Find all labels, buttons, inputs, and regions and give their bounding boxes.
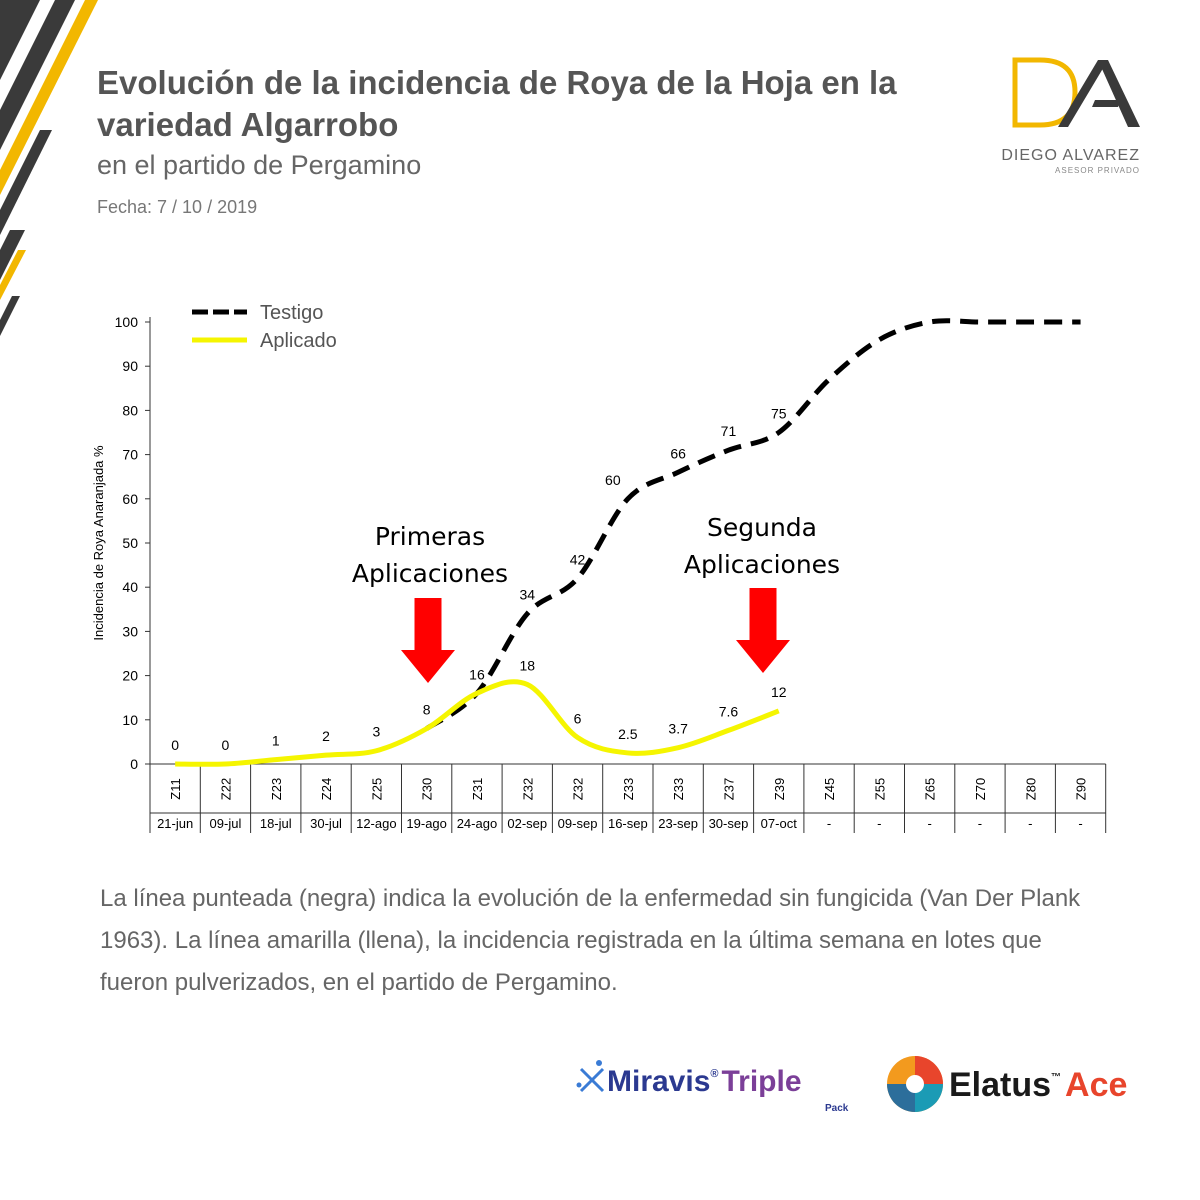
elatus-wheel-icon bbox=[887, 1056, 943, 1112]
x-date-label: 24-ago bbox=[457, 816, 497, 831]
y-tick-label: 70 bbox=[122, 447, 138, 463]
y-tick-label: 10 bbox=[122, 712, 138, 728]
annotation-text: Segunda bbox=[707, 513, 817, 542]
page-subtitle: en el partido de Pergamino bbox=[97, 150, 422, 180]
y-tick-label: 100 bbox=[115, 314, 139, 330]
x-tick-label: Z37 bbox=[721, 778, 736, 800]
x-tick-label: Z45 bbox=[822, 778, 837, 800]
x-tick-label: Z80 bbox=[1023, 778, 1038, 800]
x-date-label: 16-sep bbox=[608, 816, 648, 831]
miravis-star-icon bbox=[579, 1067, 605, 1093]
red-arrow-icon bbox=[736, 588, 790, 673]
x-tick-label: Z65 bbox=[923, 778, 938, 800]
x-date-label: 18-jul bbox=[260, 816, 292, 831]
data-label: 42 bbox=[570, 551, 586, 567]
data-label: 0 bbox=[222, 737, 230, 753]
x-tick-label: Z11 bbox=[168, 778, 183, 799]
x-date-label: 09-sep bbox=[558, 816, 598, 831]
elatus-ace-logo: Elatus™ Ace bbox=[887, 1056, 1127, 1112]
page-title: Evolución de la incidencia de Roya de la… bbox=[97, 64, 897, 143]
annotation-text: Aplicaciones bbox=[352, 559, 508, 588]
data-label: 75 bbox=[771, 406, 787, 422]
data-label: 66 bbox=[670, 445, 686, 461]
data-label: 2.5 bbox=[618, 726, 638, 742]
elatus-name: Elatus™ Ace bbox=[949, 1066, 1127, 1104]
legend-label-testigo: Testigo bbox=[260, 302, 323, 324]
y-tick-label: 20 bbox=[122, 668, 138, 684]
x-date-label: - bbox=[827, 816, 831, 831]
x-date-label: 21-jun bbox=[157, 816, 193, 831]
y-tick-label: 90 bbox=[122, 358, 138, 374]
logo-name: DIEGO ALVAREZ bbox=[1001, 147, 1140, 164]
y-tick-label: 40 bbox=[122, 579, 138, 595]
x-date-label: 30-jul bbox=[310, 816, 342, 831]
x-tick-label: Z39 bbox=[772, 778, 787, 800]
data-label: 0 bbox=[171, 737, 179, 753]
x-tick-label: Z30 bbox=[420, 778, 435, 800]
x-tick-label: Z55 bbox=[872, 778, 887, 800]
data-label: 1 bbox=[272, 733, 280, 749]
corner-stripes-decoration bbox=[0, 0, 98, 336]
chart-caption: La línea punteada (negra) indica la evol… bbox=[100, 885, 1081, 996]
x-tick-label: Z33 bbox=[671, 778, 686, 800]
x-date-label: 02-sep bbox=[507, 816, 547, 831]
x-date-label: - bbox=[877, 816, 881, 831]
data-label: 60 bbox=[605, 472, 621, 488]
x-date-label: 09-jul bbox=[210, 816, 242, 831]
y-tick-label: 0 bbox=[130, 756, 138, 772]
data-label: 34 bbox=[519, 587, 535, 603]
x-date-label: - bbox=[927, 816, 931, 831]
data-label: 12 bbox=[771, 684, 787, 700]
data-label: 2 bbox=[322, 728, 330, 744]
y-tick-label: 80 bbox=[122, 402, 138, 418]
y-tick-label: 60 bbox=[122, 491, 138, 507]
x-date-label: 19-ago bbox=[406, 816, 446, 831]
x-tick-label: Z31 bbox=[470, 778, 485, 800]
miravis-name: Miravis® Triple bbox=[607, 1065, 802, 1098]
data-label: 18 bbox=[519, 657, 535, 673]
x-date-label: - bbox=[978, 816, 982, 831]
x-date-label: 12-ago bbox=[356, 816, 396, 831]
data-label: 7.6 bbox=[719, 703, 739, 719]
annotation-text: Primeras bbox=[375, 522, 485, 551]
data-label: 16 bbox=[469, 666, 485, 682]
data-label: 8 bbox=[423, 702, 431, 718]
x-date-label: - bbox=[1028, 816, 1032, 831]
x-tick-label: Z32 bbox=[520, 778, 535, 800]
y-tick-label: 50 bbox=[122, 535, 138, 551]
y-axis-label: Incidencia de Roya Anaranjada % bbox=[91, 445, 106, 641]
series-line-aplicado bbox=[175, 679, 780, 767]
legend-label-aplicado: Aplicado bbox=[260, 330, 337, 352]
x-tick-label: Z90 bbox=[1074, 778, 1089, 800]
x-tick-label: Z33 bbox=[621, 778, 636, 800]
data-label: 3.7 bbox=[668, 721, 688, 737]
x-tick-label: Z23 bbox=[269, 778, 284, 800]
report-date: Fecha: 7 / 10 / 2019 bbox=[97, 197, 258, 217]
x-date-label: 07-oct bbox=[761, 816, 798, 831]
logo-tagline: ASESOR PRIVADO bbox=[1055, 166, 1140, 175]
x-tick-label: Z70 bbox=[973, 778, 988, 800]
red-arrow-icon bbox=[401, 598, 455, 683]
data-label: 3 bbox=[372, 724, 380, 740]
x-tick-label: Z32 bbox=[571, 778, 586, 800]
x-tick-label: Z25 bbox=[369, 778, 384, 800]
miravis-pack-label: Pack bbox=[825, 1103, 849, 1114]
data-label: 6 bbox=[574, 710, 582, 726]
x-date-label: 30-sep bbox=[709, 816, 749, 831]
x-date-label: 23-sep bbox=[658, 816, 698, 831]
x-tick-label: Z22 bbox=[218, 778, 233, 800]
x-date-label: - bbox=[1078, 816, 1082, 831]
x-tick-label: Z24 bbox=[319, 778, 334, 800]
data-label: 71 bbox=[721, 423, 737, 439]
diego-alvarez-logo bbox=[1012, 57, 1140, 128]
y-tick-label: 30 bbox=[122, 623, 138, 639]
miravis-triple-logo: Miravis® Triple Pack bbox=[576, 1060, 849, 1114]
annotation-text: Aplicaciones bbox=[684, 550, 840, 579]
